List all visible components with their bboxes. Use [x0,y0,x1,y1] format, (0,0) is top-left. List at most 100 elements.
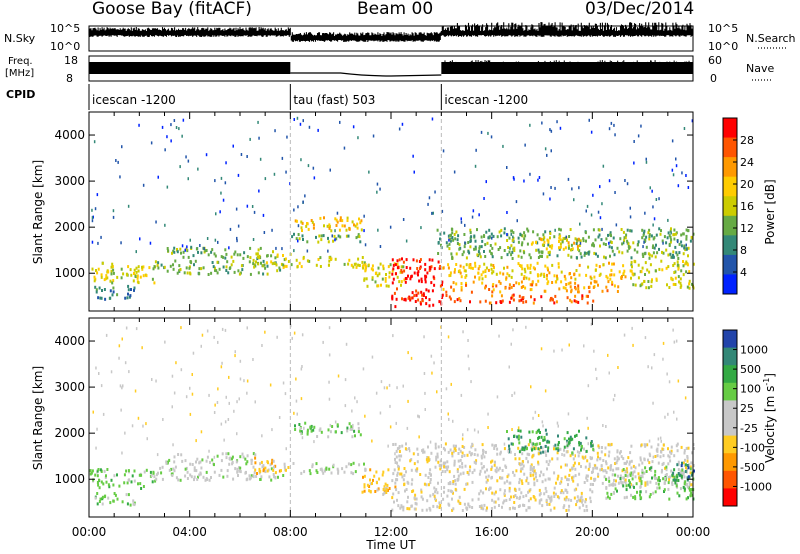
heatmap-cell [551,281,554,284]
heatmap-cell [427,289,430,293]
heatmap-cell [398,280,401,284]
heatmap-cell [451,236,454,239]
heatmap-cell [381,277,384,281]
heatmap-cell [382,264,385,268]
heatmap-cell [667,462,670,466]
heatmap-cell [451,497,453,501]
heatmap-cell [598,228,601,232]
heatmap-cell [436,455,439,459]
heatmap-cell [119,175,121,179]
heatmap-cell [518,457,521,461]
heatmap-cell [175,476,178,480]
heatmap-cell [398,258,401,262]
heatmap-cell [379,411,382,415]
heatmap-cell [194,259,197,263]
heatmap-cell [590,444,593,448]
heatmap-cell [420,277,423,281]
heatmap-cell [628,479,631,483]
heatmap-cell [266,272,269,276]
heatmap-cell [595,367,597,371]
heatmap-cell [503,492,506,496]
heatmap-cell [575,433,578,437]
heatmap-cell [652,491,655,495]
heatmap-cell [244,471,247,475]
heatmap-cell [585,474,588,478]
heatmap-cell [203,247,205,251]
heatmap-cell [394,457,396,461]
heatmap-cell [452,482,455,486]
heatmap-cell [623,476,625,480]
power-heatmap-cells [91,112,695,311]
heatmap-cell [655,477,658,481]
heatmap-cell [211,261,214,264]
heatmap-cell [456,478,459,481]
heatmap-cell [477,267,480,271]
heatmap-cell [439,504,442,507]
heatmap-cell [408,449,411,453]
heatmap-cell [409,459,412,463]
heatmap-cell [518,294,521,298]
heatmap-cell [676,463,679,467]
heatmap-cell [228,401,230,405]
heatmap-cell [163,265,166,269]
heatmap-cell [170,123,172,127]
heatmap-cell [433,283,436,287]
heatmap-cell [252,262,255,266]
heatmap-cell [664,415,666,419]
heatmap-cell [254,468,257,472]
heatmap-cell [591,470,593,474]
heatmap-cell [630,263,633,267]
heatmap-cell [608,479,611,483]
heatmap-cell [454,482,457,486]
heatmap-cell [107,496,110,500]
heatmap-cell [139,275,142,279]
heatmap-cell [640,124,642,128]
heatmap-cell [579,441,582,445]
heatmap-cell [639,493,641,497]
heatmap-cell [485,508,488,512]
heatmap-cell [647,286,650,290]
heatmap-cell [478,264,481,268]
heatmap-cell [397,504,400,508]
heatmap-cell [112,268,115,272]
heatmap-cell [498,334,500,338]
heatmap-cell [572,464,575,468]
colorbar-swatch [723,435,737,454]
heatmap-cell [317,128,319,132]
heatmap-cell [176,271,179,275]
heatmap-cell [518,477,521,481]
heatmap-cell [543,236,546,240]
heatmap-cell [542,450,545,454]
heatmap-cell [652,205,654,209]
heatmap-cell [438,501,441,505]
heatmap-cell [629,206,631,210]
heatmap-cell [506,272,509,276]
heatmap-cell [690,235,693,239]
heatmap-cell [592,467,595,471]
heatmap-cell [535,248,538,252]
heatmap-cell [598,265,601,269]
heatmap-cell [631,265,633,269]
heatmap-cell [677,479,680,482]
heatmap-cell [323,216,325,220]
heatmap-cell [135,270,138,274]
heatmap-cell [157,175,159,179]
heatmap-cell [578,472,581,476]
heatmap-cell [435,458,438,462]
heatmap-cell [474,164,477,168]
heatmap-cell [322,234,325,238]
time-tick-label: 00:00 [72,525,107,539]
heatmap-cell [490,460,492,464]
heatmap-cell [528,489,531,493]
heatmap-cell [518,504,521,508]
heatmap-cell [460,220,463,224]
heatmap-cell [398,450,401,453]
heatmap-cell [441,283,443,287]
heatmap-cell [315,469,318,473]
heatmap-cell [155,473,158,477]
heatmap-cell [438,300,441,304]
heatmap-cell [543,240,546,244]
heatmap-cell [403,482,406,486]
heatmap-cell [274,129,276,133]
heatmap-cell [460,217,462,221]
